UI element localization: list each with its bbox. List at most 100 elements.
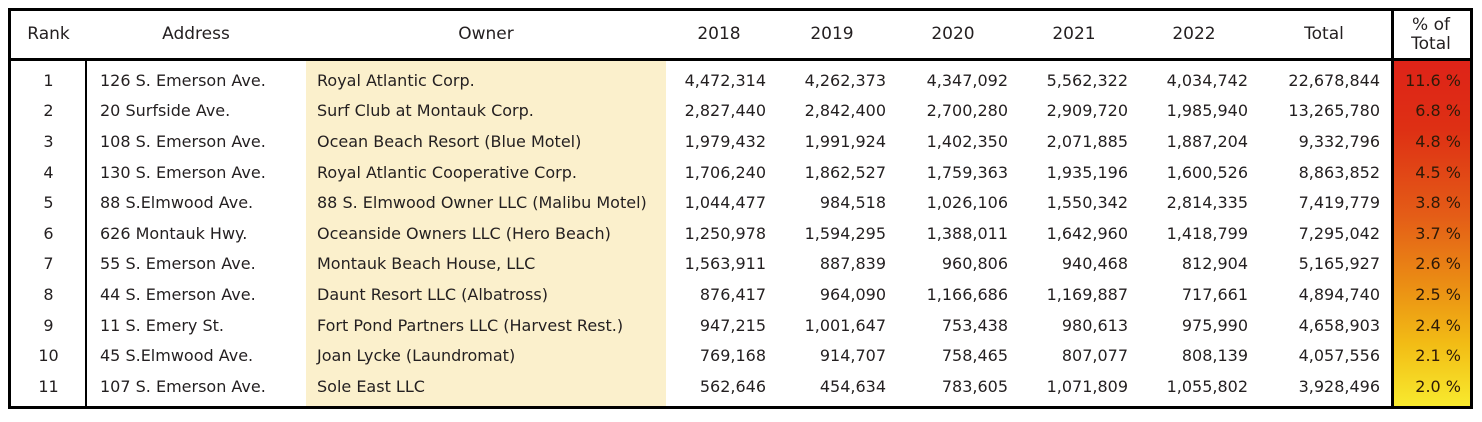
table-row: 6 626 Montauk Hwy. Oceanside Owners LLC … <box>11 218 1470 249</box>
value-2018-cell: 1,044,477 <box>684 193 766 213</box>
owner-cell: 88 S. Elmwood Owner LLC (Malibu Motel) <box>317 193 647 213</box>
value-2018-cell: 769,168 <box>699 346 766 366</box>
value-2022-cell: 808,139 <box>1181 346 1248 366</box>
total-cell: 4,658,903 <box>1298 315 1380 335</box>
value-2022-cell: 1,887,204 <box>1166 131 1248 151</box>
value-2018-cell: 1,706,240 <box>684 162 766 182</box>
value-2021-cell: 980,613 <box>1061 315 1128 335</box>
value-2019-cell: 1,862,527 <box>804 162 886 182</box>
rank-column-divider <box>85 61 87 406</box>
owner-cell: Fort Pond Partners LLC (Harvest Rest.) <box>317 315 624 335</box>
value-2020-cell: 1,759,363 <box>926 162 1008 182</box>
pct-of-total-cell: 2.6 % <box>1415 254 1461 274</box>
rank-cell: 8 <box>43 284 54 304</box>
column-header-address: Address <box>162 24 230 45</box>
owner-cell: Joan Lycke (Laundromat) <box>317 346 516 366</box>
value-2018-cell: 4,472,314 <box>684 70 766 90</box>
column-header-2021: 2021 <box>1052 24 1096 45</box>
pct-of-total-cell: 4.8 % <box>1415 131 1461 151</box>
rank-cell: 3 <box>43 131 54 151</box>
rank-cell: 6 <box>43 223 54 243</box>
address-cell: 130 S. Emerson Ave. <box>100 162 266 182</box>
value-2021-cell: 2,071,885 <box>1046 131 1128 151</box>
total-cell: 5,165,927 <box>1298 254 1380 274</box>
table-body: 1 126 S. Emerson Ave. Royal Atlantic Cor… <box>11 61 1470 406</box>
address-cell: 626 Montauk Hwy. <box>100 223 248 243</box>
pct-column-divider-header <box>1391 11 1394 61</box>
table-rows: 1 126 S. Emerson Ave. Royal Atlantic Cor… <box>11 61 1470 402</box>
pct-header-line2: Total <box>1411 33 1451 54</box>
value-2022-cell: 1,600,526 <box>1166 162 1248 182</box>
value-2019-cell: 454,634 <box>819 376 886 396</box>
rank-cell: 10 <box>38 346 59 366</box>
rank-cell: 2 <box>43 101 54 121</box>
value-2019-cell: 914,707 <box>819 346 886 366</box>
value-2022-cell: 717,661 <box>1181 284 1248 304</box>
value-2021-cell: 1,935,196 <box>1046 162 1128 182</box>
table-row: 5 88 S.Elmwood Ave. 88 S. Elmwood Owner … <box>11 187 1470 218</box>
total-cell: 13,265,780 <box>1288 101 1380 121</box>
total-cell: 9,332,796 <box>1298 131 1380 151</box>
address-cell: 108 S. Emerson Ave. <box>100 131 266 151</box>
rank-cell: 9 <box>43 315 54 335</box>
rank-cell: 5 <box>43 193 54 213</box>
value-2020-cell: 1,166,686 <box>926 284 1008 304</box>
address-cell: 11 S. Emery St. <box>100 315 224 335</box>
value-2020-cell: 1,026,106 <box>926 193 1008 213</box>
value-2022-cell: 2,814,335 <box>1166 193 1248 213</box>
rank-cell: 7 <box>43 254 54 274</box>
owner-cell: Oceanside Owners LLC (Hero Beach) <box>317 223 611 243</box>
address-cell: 45 S.Elmwood Ave. <box>100 346 254 366</box>
owner-cell: Daunt Resort LLC (Albatross) <box>317 284 548 304</box>
value-2020-cell: 1,388,011 <box>926 223 1008 243</box>
value-2020-cell: 2,700,280 <box>926 101 1008 121</box>
value-2022-cell: 812,904 <box>1181 254 1248 274</box>
value-2022-cell: 1,055,802 <box>1166 376 1248 396</box>
value-2019-cell: 964,090 <box>819 284 886 304</box>
column-header-2019: 2019 <box>810 24 854 45</box>
pct-column-divider <box>1391 61 1394 406</box>
rank-cell: 11 <box>38 376 59 396</box>
value-2018-cell: 1,250,978 <box>684 223 766 243</box>
column-header-rank: Rank <box>27 24 70 45</box>
value-2020-cell: 4,347,092 <box>926 70 1008 90</box>
value-2021-cell: 2,909,720 <box>1046 101 1128 121</box>
value-2021-cell: 1,071,809 <box>1046 376 1128 396</box>
owner-cell: Montauk Beach House, LLC <box>317 254 536 274</box>
value-2022-cell: 1,418,799 <box>1166 223 1248 243</box>
value-2021-cell: 940,468 <box>1061 254 1128 274</box>
pct-of-total-cell: 2.1 % <box>1415 346 1461 366</box>
total-cell: 8,863,852 <box>1298 162 1380 182</box>
value-2020-cell: 758,465 <box>941 346 1008 366</box>
pct-of-total-cell: 11.6 % <box>1405 70 1461 90</box>
address-cell: 44 S. Emerson Ave. <box>100 284 256 304</box>
pct-total-heatmap-band <box>1394 61 1470 406</box>
address-cell: 88 S.Elmwood Ave. <box>100 193 254 213</box>
owner-cell: Sole East LLC <box>317 376 425 396</box>
total-cell: 4,894,740 <box>1298 284 1380 304</box>
value-2018-cell: 2,827,440 <box>684 101 766 121</box>
value-2018-cell: 1,979,432 <box>684 131 766 151</box>
address-cell: 55 S. Emerson Ave. <box>100 254 256 274</box>
column-header-2022: 2022 <box>1172 24 1216 45</box>
value-2018-cell: 562,646 <box>699 376 766 396</box>
address-cell: 20 Surfside Ave. <box>100 101 231 121</box>
address-cell: 126 S. Emerson Ave. <box>100 70 266 90</box>
value-2021-cell: 1,642,960 <box>1046 223 1128 243</box>
value-2019-cell: 1,594,295 <box>804 223 886 243</box>
owner-cell: Surf Club at Montauk Corp. <box>317 101 534 121</box>
table-row: 3 108 S. Emerson Ave. Ocean Beach Resort… <box>11 126 1470 157</box>
pct-header-line1: % of <box>1412 14 1450 35</box>
column-header-pct-of-total: % of Total <box>1394 16 1470 53</box>
total-cell: 7,419,779 <box>1298 193 1380 213</box>
column-header-2020: 2020 <box>931 24 975 45</box>
value-2020-cell: 783,605 <box>941 376 1008 396</box>
value-2021-cell: 807,077 <box>1061 346 1128 366</box>
pct-of-total-cell: 2.0 % <box>1415 376 1461 396</box>
pct-of-total-cell: 4.5 % <box>1415 162 1461 182</box>
table-header-row: Rank Address Owner 2018 2019 2020 2021 2… <box>11 11 1470 61</box>
total-cell: 4,057,556 <box>1298 346 1380 366</box>
value-2018-cell: 1,563,911 <box>684 254 766 274</box>
owner-cell: Ocean Beach Resort (Blue Motel) <box>317 131 582 151</box>
table-row: 7 55 S. Emerson Ave. Montauk Beach House… <box>11 249 1470 280</box>
